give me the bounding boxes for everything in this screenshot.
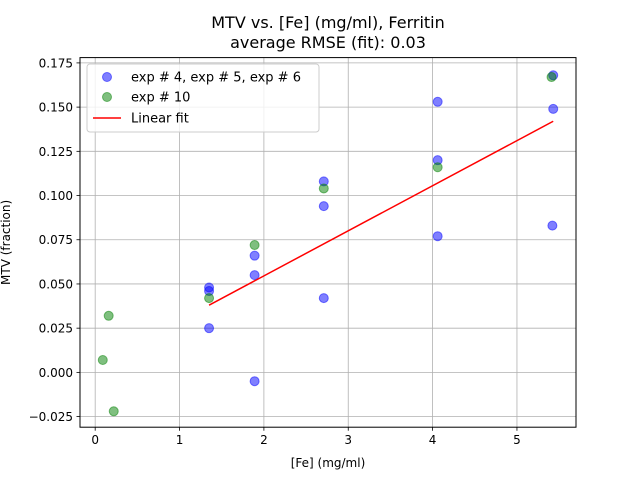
data-point-series-1: [318, 293, 329, 304]
legend-marker-series-2: [102, 92, 112, 102]
data-point-series-1: [548, 103, 559, 114]
legend: exp # 4, exp # 5, exp # 6 exp # 10 Linea…: [86, 63, 320, 133]
data-point-series-2: [108, 406, 119, 417]
fit-line: [208, 120, 554, 306]
x-tick-label: 0: [91, 433, 99, 447]
y-tick-label: 0.025: [39, 322, 73, 336]
x-axis-label: [Fe] (mg/ml): [291, 456, 366, 470]
x-tick-label: 2: [260, 433, 268, 447]
y-tick-label: 0.175: [39, 56, 73, 70]
data-point-series-1: [547, 220, 558, 231]
y-tick-label: 0.125: [39, 145, 73, 159]
data-point-series-2: [249, 240, 260, 251]
legend-label-series-1: exp # 4, exp # 5, exp # 6: [131, 71, 301, 86]
x-tick-label: 4: [429, 433, 437, 447]
data-point-series-1: [249, 250, 260, 261]
chart-subtitle: average RMSE (fit): 0.03: [230, 33, 426, 52]
data-point-series-2: [318, 183, 329, 194]
data-point-series-1: [432, 231, 443, 242]
axis-ticks: 0 1 2 3 4 5 −0.025 0.000 0.025 0.050 0.075 0.100 0.1…: [29, 56, 521, 447]
data-point-series-2: [103, 310, 114, 321]
legend-label-series-2: exp # 10: [131, 91, 190, 106]
x-tick-label: 3: [344, 433, 352, 447]
data-point-series-1: [204, 282, 215, 293]
y-tick-label: 0.000: [39, 366, 73, 380]
legend-label-series-3: Linear fit: [131, 112, 189, 127]
y-axis-label: MTV (fraction): [0, 200, 13, 285]
y-tick-label: 0.150: [39, 101, 73, 115]
y-tick-label: 0.075: [39, 233, 73, 247]
data-point-series-2: [97, 355, 108, 365]
data-point-series-1: [249, 376, 260, 387]
y-tick-label: 0.100: [39, 189, 73, 203]
data-point-series-2: [432, 162, 443, 173]
data-point-series-1: [432, 96, 443, 107]
legend-marker-series-1: [102, 72, 112, 82]
data-point-series-1: [249, 270, 260, 281]
x-tick-label: 1: [176, 433, 184, 447]
y-tick-label: −0.025: [29, 410, 73, 424]
data-point-series-1: [204, 323, 215, 334]
data-point-series-1: [318, 201, 329, 212]
legend-box: [86, 63, 320, 133]
data-point-series-2: [546, 72, 557, 83]
chart-title: MTV vs. [Fe] (mg/ml), Ferritin: [211, 13, 445, 32]
y-tick-label: 0.050: [39, 277, 73, 291]
plot-marks: [97, 70, 559, 417]
axes-frame: [79, 57, 577, 428]
data-point-series-2: [204, 293, 215, 304]
x-tick-label: 5: [513, 433, 521, 447]
